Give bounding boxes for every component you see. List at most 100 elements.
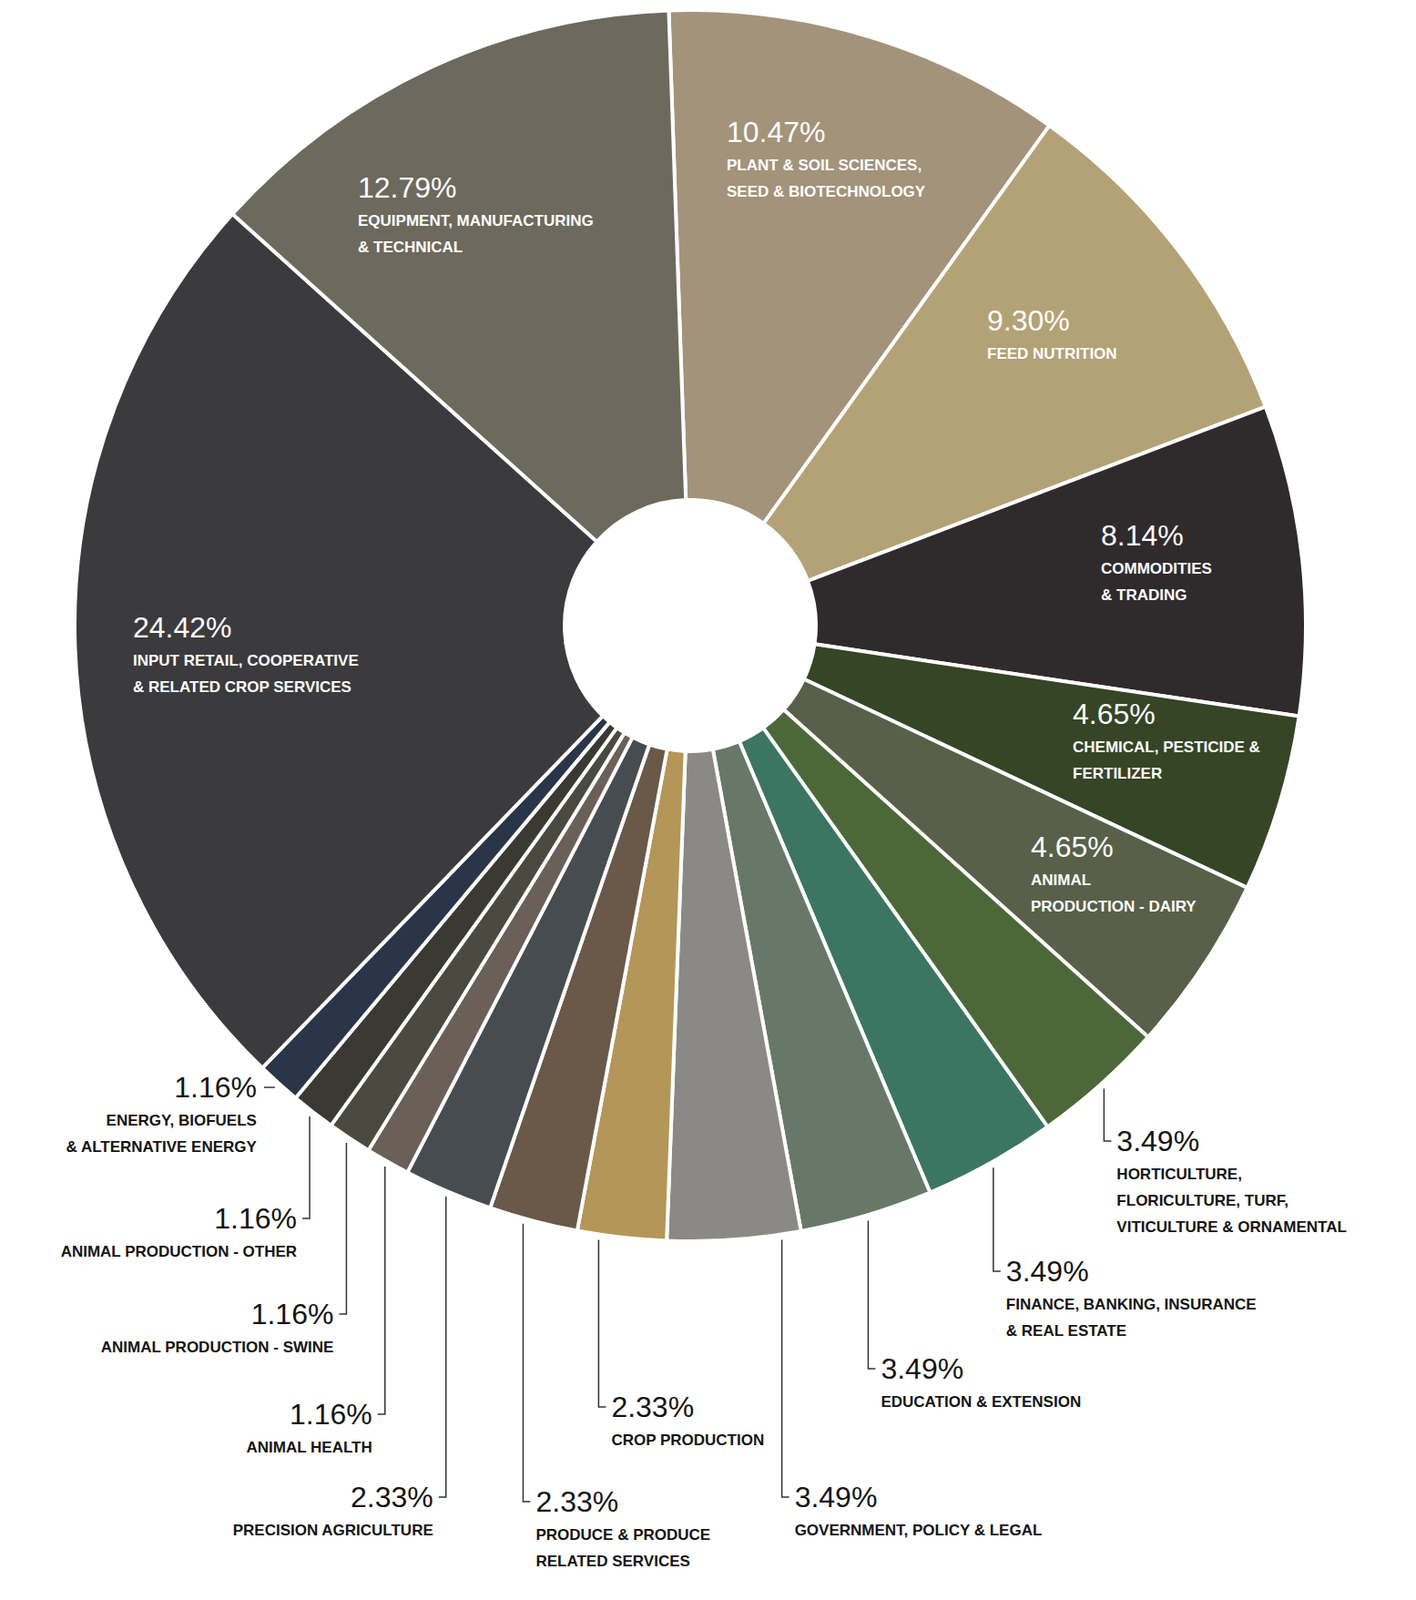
slices [74,10,1306,1242]
category-label: COMMODITIES & TRADING [1100,560,1213,604]
category-label: CHEMICAL, PESTICIDE & FERTILIZER [1072,738,1261,783]
category-line: FERTILIZER [1072,764,1162,783]
category-line: & RELATED CROP SERVICES [132,678,352,696]
slice-label: 12.79% EQUIPMENT, MANUFACTURING & TECHNICA… [357,171,594,256]
value-label: 4.65% [1030,830,1114,864]
category-label: HORTICULTURE, FLORICULTURE, TURF, VITICULT… [1116,1165,1346,1236]
category-line: FLORICULTURE, TURF, [1116,1191,1289,1210]
category-line: CHEMICAL, PESTICIDE & [1072,738,1261,756]
slice [666,749,802,1242]
category-label: PRODUCE & PRODUCE RELATED SERVICES [535,1526,711,1570]
category-line: CROP PRODUCTION [611,1431,765,1449]
value-label: 1.16% [213,1202,297,1235]
category-line: GOVERNMENT, POLICY & LEGAL [794,1521,1043,1539]
leader-line [598,1240,606,1407]
category-label: PRECISION AGRICULTURE [233,1521,434,1539]
value-label: 9.30% [987,304,1070,337]
category-line: FINANCE, BANKING, INSURANCE [1006,1295,1257,1314]
slice-label: 3.49% GOVERNMENT, POLICY & LEGAL [794,1480,1043,1539]
leader-line [522,1223,530,1502]
leader-line [377,1166,386,1415]
category-line: PLANT & SOIL SCIENCES, [726,156,922,174]
category-line: RELATED SERVICES [535,1552,690,1570]
category-label: ANIMAL PRODUCTION - SWINE [101,1338,335,1356]
value-label: 3.49% [880,1352,964,1386]
category-label: PLANT & SOIL SCIENCES, SEED & BIOTECHNOLO… [726,156,927,201]
slice-label: 1.16% ANIMAL PRODUCTION - SWINE [101,1297,335,1356]
category-label: EQUIPMENT, MANUFACTURING & TECHNICAL [357,212,594,256]
category-line: & TECHNICAL [357,238,463,256]
slice-label: 2.33% PRODUCE & PRODUCE RELATED SERVICES [535,1485,711,1570]
value-label: 8.14% [1100,519,1184,552]
category-line: PRODUCTION - DAIRY [1030,897,1197,916]
category-line: ANIMAL PRODUCTION - SWINE [101,1338,335,1356]
value-label: 1.16% [173,1070,257,1104]
category-label: INPUT RETAIL, COOPERATIVE & RELATED CROP … [132,651,359,696]
category-line: COMMODITIES [1100,560,1213,578]
leader-line [264,1086,276,1089]
leader-line [1103,1089,1111,1141]
slice-label: 3.49% HORTICULTURE, FLORICULTURE, TURF, VIT… [1116,1124,1346,1236]
slice-label: 4.65% CHEMICAL, PESTICIDE & FERTILIZER [1072,697,1261,783]
leader-line [867,1220,876,1369]
leader-line [782,1240,790,1498]
labels: 10.47% PLANT & SOIL SCIENCES, SEED & BIOTE… [61,115,1347,1570]
category-label: FINANCE, BANKING, INSURANCE & REAL ESTATE [1006,1295,1257,1340]
category-line: EDUCATION & EXTENSION [880,1393,1081,1411]
value-label: 3.49% [1006,1254,1090,1288]
category-line: SEED & BIOTECHNOLOGY [726,183,927,201]
category-label: FEED NUTRITION [987,345,1118,363]
category-label: ENERGY, BIOFUELS & ALTERNATIVE ENERGY [66,1111,258,1156]
slice-label: 1.16% ENERGY, BIOFUELS & ALTERNATIVE ENERG… [66,1070,258,1156]
slice-label: 3.49% EDUCATION & EXTENSION [880,1352,1081,1411]
value-label: 2.33% [535,1485,619,1518]
category-line: FEED NUTRITION [987,345,1118,363]
value-label: 2.33% [350,1480,434,1514]
category-line: & ALTERNATIVE ENERGY [66,1138,258,1156]
value-label: 3.49% [1116,1124,1200,1158]
category-line: EQUIPMENT, MANUFACTURING [357,212,594,230]
leader-line [993,1167,1001,1272]
slice-label: 2.33% CROP PRODUCTION [611,1390,765,1449]
leader-lines [264,1087,1111,1502]
leader-line [438,1196,447,1498]
value-label: 4.65% [1072,697,1156,731]
slice-label: 9.30% FEED NUTRITION [987,304,1118,363]
value-label: 10.47% [726,115,826,149]
category-line: INPUT RETAIL, COOPERATIVE [132,651,359,670]
value-label: 2.33% [611,1390,694,1424]
slice [232,10,686,541]
category-line: ENERGY, BIOFUELS [106,1111,257,1130]
category-line: & REAL ESTATE [1006,1322,1127,1340]
leader-line [302,1116,310,1219]
leader-line [338,1142,347,1315]
category-label: ANIMAL PRODUCTION - DAIRY [1030,871,1197,916]
category-line: ANIMAL [1030,871,1091,889]
category-line: HORTICULTURE, [1116,1165,1243,1183]
slice-label: 3.49% FINANCE, BANKING, INSURANCE & REAL E… [1006,1254,1257,1340]
value-label: 1.16% [251,1297,335,1331]
category-line: PRODUCE & PRODUCE [535,1526,711,1544]
value-label: 3.49% [794,1480,878,1514]
slice-label: 10.47% PLANT & SOIL SCIENCES, SEED & BIOTE… [726,115,927,201]
category-label: CROP PRODUCTION [611,1431,765,1449]
slice-label: 4.65% ANIMAL PRODUCTION - DAIRY [1030,830,1197,916]
category-line: ANIMAL HEALTH [246,1438,373,1457]
slice-label: 1.16% ANIMAL PRODUCTION - OTHER [61,1202,297,1261]
value-label: 1.16% [289,1397,373,1431]
slice-label: 8.14% COMMODITIES & TRADING [1100,519,1213,604]
category-label: EDUCATION & EXTENSION [880,1393,1081,1411]
category-line: VITICULTURE & ORNAMENTAL [1116,1218,1346,1236]
slice-label: 24.42% INPUT RETAIL, COOPERATIVE & RELATED… [132,611,359,696]
category-line: ANIMAL PRODUCTION - OTHER [61,1242,297,1261]
category-label: ANIMAL HEALTH [246,1438,373,1457]
slice-label: 1.16% ANIMAL HEALTH [246,1397,373,1457]
slice-label: 2.33% PRECISION AGRICULTURE [233,1480,434,1539]
category-label: ANIMAL PRODUCTION - OTHER [61,1242,297,1261]
value-label: 12.79% [357,171,458,204]
category-line: PRECISION AGRICULTURE [233,1521,434,1539]
category-line: & TRADING [1100,586,1187,604]
value-label: 24.42% [132,611,233,644]
chart: 10.47% PLANT & SOIL SCIENCES, SEED & BIOTE… [0,0,1416,1600]
category-label: GOVERNMENT, POLICY & LEGAL [794,1521,1043,1539]
